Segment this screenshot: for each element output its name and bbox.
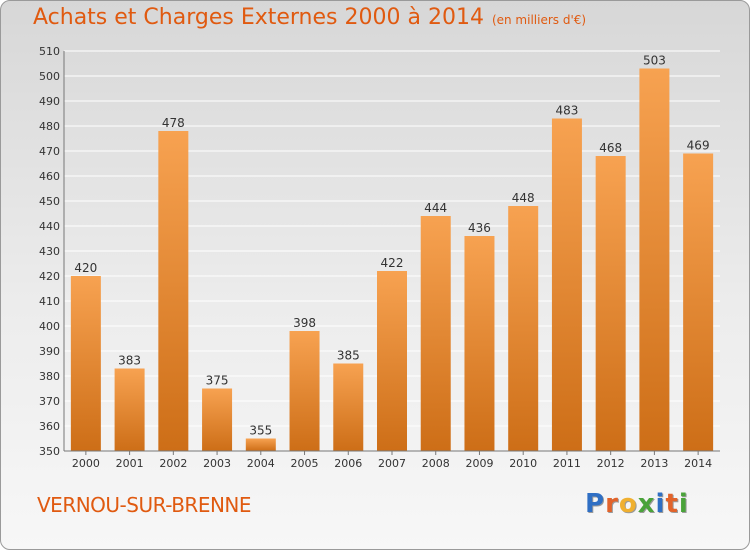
bar xyxy=(289,331,320,451)
bar-value-label: 385 xyxy=(337,349,360,363)
y-tick-label: 460 xyxy=(39,170,60,183)
logo-letter: P xyxy=(585,489,606,519)
x-tick-label: 2004 xyxy=(247,457,275,470)
bar xyxy=(158,131,189,451)
bar-value-label: 478 xyxy=(162,116,185,130)
x-tick-label: 2011 xyxy=(553,457,581,470)
bar-value-label: 436 xyxy=(468,221,491,235)
bar xyxy=(202,388,233,451)
logo-letter: t xyxy=(665,489,679,519)
y-tick-label: 470 xyxy=(39,145,60,158)
x-tick-label: 2002 xyxy=(159,457,187,470)
bar xyxy=(114,368,145,451)
chart-title-text: Achats et Charges Externes 2000 à 2014 xyxy=(33,5,484,30)
y-tick-label: 350 xyxy=(39,445,60,458)
axes: 350 360 370 380 390 400 410 420 430 440 450 460 470 4… xyxy=(39,45,720,470)
bar-value-label: 398 xyxy=(293,316,316,330)
bar-value-label: 444 xyxy=(424,201,447,215)
bar-value-label: 468 xyxy=(599,141,622,155)
bar-value-label: 375 xyxy=(206,374,229,388)
logo-letter: o xyxy=(618,489,638,519)
bar xyxy=(245,438,276,451)
logo-letter: x xyxy=(637,489,656,519)
y-tick-label: 510 xyxy=(39,45,60,58)
y-tick-label: 500 xyxy=(39,70,60,83)
y-tick-label: 420 xyxy=(39,270,60,283)
chart-title: Achats et Charges Externes 2000 à 2014 (e… xyxy=(33,5,586,30)
y-tick-label: 410 xyxy=(39,295,60,308)
bar-value-label: 355 xyxy=(249,424,272,438)
bar-value-label: 422 xyxy=(381,256,404,270)
bars: 420 383 478 375 355 398 385 422 444 436 448 483 468 5… xyxy=(70,54,714,451)
bar-value-label: 420 xyxy=(74,261,97,275)
x-tick-label: 2003 xyxy=(203,457,231,470)
bar-value-label: 483 xyxy=(555,104,578,118)
bar xyxy=(464,236,495,451)
bar xyxy=(333,363,364,451)
y-tick-label: 400 xyxy=(39,320,60,333)
logo-letter: i xyxy=(678,489,689,519)
y-tick-label: 430 xyxy=(39,245,60,258)
x-tick-label: 2009 xyxy=(465,457,493,470)
bar-value-label: 383 xyxy=(118,354,141,368)
bar xyxy=(70,276,101,451)
x-tick-label: 2010 xyxy=(509,457,537,470)
y-tick-label: 370 xyxy=(39,395,60,408)
x-tick-label: 2006 xyxy=(334,457,362,470)
proxiti-logo: Proxiti xyxy=(585,489,689,519)
logo-letter: r xyxy=(605,489,619,519)
y-tick-label: 480 xyxy=(39,120,60,133)
x-tick-label: 2012 xyxy=(597,457,625,470)
x-tick-label: 2014 xyxy=(684,457,712,470)
y-tick-label: 380 xyxy=(39,370,60,383)
x-tick-label: 2013 xyxy=(640,457,668,470)
x-tick-label: 2000 xyxy=(72,457,100,470)
commune-name: VERNOU-SUR-BRENNE xyxy=(37,493,252,517)
bar xyxy=(377,271,407,451)
x-tick-label: 2008 xyxy=(422,457,450,470)
y-tick-label: 390 xyxy=(39,345,60,358)
bar xyxy=(595,156,626,451)
y-tick-label: 440 xyxy=(39,220,60,233)
bar-value-label: 448 xyxy=(512,191,535,205)
x-tick-label: 2007 xyxy=(378,457,406,470)
bar xyxy=(639,68,670,451)
y-tick-label: 450 xyxy=(39,195,60,208)
logo-letter: i xyxy=(655,489,666,519)
bar xyxy=(551,118,582,451)
y-tick-label: 490 xyxy=(39,95,60,108)
bar xyxy=(420,216,451,451)
bar xyxy=(508,206,539,451)
y-tick-label: 360 xyxy=(39,420,60,433)
bar-value-label: 503 xyxy=(643,54,666,68)
bar xyxy=(683,153,714,451)
bar-value-label: 469 xyxy=(687,139,710,153)
x-tick-label: 2001 xyxy=(116,457,144,470)
chart-unit: (en milliers d'€) xyxy=(491,13,587,27)
x-tick-label: 2005 xyxy=(291,457,319,470)
